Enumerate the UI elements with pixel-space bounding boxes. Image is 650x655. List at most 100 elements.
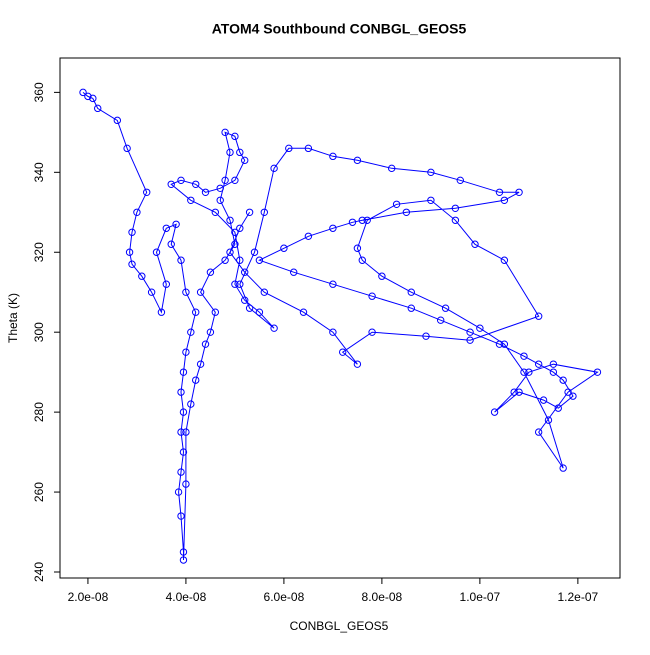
point xyxy=(177,512,185,520)
point xyxy=(192,180,200,189)
point xyxy=(231,132,239,141)
point xyxy=(192,376,200,384)
point xyxy=(245,304,254,312)
point xyxy=(534,360,543,368)
point xyxy=(125,248,134,256)
y-axis-label: Theta (K) xyxy=(6,293,20,343)
point xyxy=(187,328,195,336)
chart-title: ATOM4 Southbound CONBGL_GEOS5 xyxy=(212,21,467,37)
point xyxy=(216,196,224,204)
point xyxy=(554,404,562,412)
point xyxy=(236,148,244,157)
y-tick-label: 260 xyxy=(32,482,46,502)
point xyxy=(427,196,435,204)
point xyxy=(128,260,136,268)
point xyxy=(206,328,215,336)
point xyxy=(177,388,185,396)
y-tick-label: 340 xyxy=(32,162,46,182)
x-tick-label: 1.2e-07 xyxy=(558,590,599,604)
point xyxy=(211,208,220,216)
point xyxy=(187,400,195,408)
y-tick-label: 300 xyxy=(32,322,46,342)
point xyxy=(143,188,151,196)
x-tick-label: 1.0e-07 xyxy=(460,590,501,604)
point xyxy=(368,292,376,300)
point xyxy=(378,272,386,280)
point xyxy=(182,428,190,436)
point xyxy=(221,176,229,185)
point xyxy=(241,156,249,165)
point xyxy=(245,208,254,216)
point xyxy=(544,416,553,424)
point xyxy=(167,240,175,248)
point xyxy=(162,280,171,288)
point xyxy=(167,180,175,189)
point xyxy=(84,92,92,101)
point xyxy=(520,368,528,376)
point xyxy=(94,104,102,113)
point xyxy=(525,368,533,376)
point xyxy=(231,176,239,185)
point xyxy=(495,188,504,196)
point xyxy=(157,308,166,316)
point xyxy=(147,288,156,296)
point xyxy=(520,352,528,360)
point xyxy=(216,184,224,192)
point xyxy=(236,224,244,232)
point xyxy=(471,240,479,248)
point xyxy=(559,376,567,384)
point xyxy=(231,280,239,288)
point xyxy=(123,144,131,153)
point xyxy=(407,288,415,296)
point xyxy=(353,156,362,165)
point xyxy=(353,360,362,368)
point xyxy=(407,304,415,312)
point xyxy=(138,272,146,280)
plot-frame xyxy=(59,57,621,579)
point xyxy=(329,224,337,232)
point xyxy=(206,268,215,276)
point xyxy=(187,196,195,204)
point xyxy=(79,88,87,97)
point xyxy=(363,216,371,224)
point xyxy=(500,196,509,204)
point xyxy=(270,164,278,173)
point xyxy=(422,332,430,340)
point xyxy=(201,340,210,348)
point xyxy=(534,312,543,320)
point xyxy=(436,316,445,324)
point xyxy=(299,308,308,316)
x-tick-label: 8.0e-08 xyxy=(362,590,403,604)
point xyxy=(427,168,435,177)
point xyxy=(179,408,188,416)
point xyxy=(441,304,450,312)
point xyxy=(569,392,577,400)
point xyxy=(329,280,337,288)
point xyxy=(510,388,518,396)
point xyxy=(201,188,210,196)
point xyxy=(177,428,185,436)
point xyxy=(402,208,411,216)
point xyxy=(338,348,347,356)
y-tick-label: 360 xyxy=(32,82,46,102)
point xyxy=(392,200,401,208)
point xyxy=(182,288,190,296)
point xyxy=(241,268,249,276)
x-tick-label: 6.0e-08 xyxy=(264,590,305,604)
point xyxy=(559,464,567,472)
point xyxy=(196,288,205,296)
point xyxy=(231,228,239,236)
point xyxy=(280,244,288,252)
point xyxy=(466,336,474,344)
point xyxy=(515,388,523,396)
point xyxy=(348,218,357,226)
point xyxy=(236,280,244,288)
point xyxy=(221,128,229,137)
point xyxy=(241,296,249,304)
y-tick-label: 280 xyxy=(32,402,46,422)
x-tick-label: 2.0e-08 xyxy=(68,590,109,604)
point xyxy=(476,324,484,332)
point xyxy=(329,152,337,161)
